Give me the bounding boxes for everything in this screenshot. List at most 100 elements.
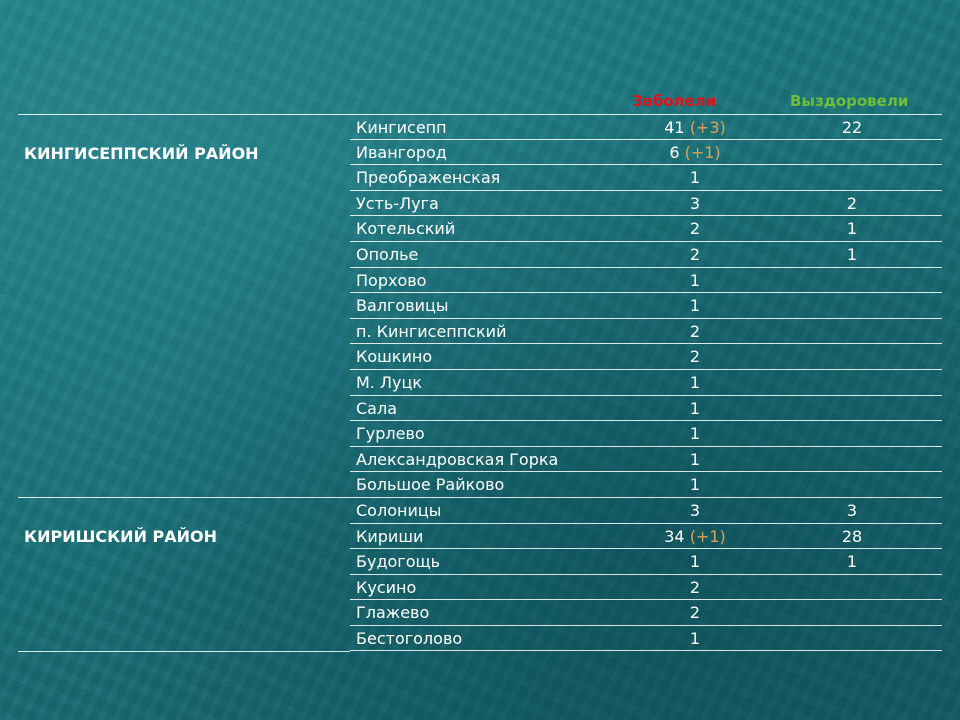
sick-count-cell: 2 xyxy=(650,219,740,239)
sick-count: 34 xyxy=(664,526,685,546)
sick-count: 1 xyxy=(689,296,701,316)
table-row: Кошкино 2 xyxy=(350,344,942,370)
district-name: КИНГИСЕППСКИЙ РАЙОН xyxy=(24,144,259,163)
sick-count-cell: 1 xyxy=(650,399,740,419)
table-row: М. Луцк 1 xyxy=(350,370,942,396)
sick-count: 1 xyxy=(689,270,701,290)
district-kirishi: КИРИШСКИЙ РАЙОН xyxy=(18,497,350,652)
settlement-name: Солоницы xyxy=(356,500,442,520)
sick-count: 3 xyxy=(689,500,701,520)
sick-count: 41 xyxy=(664,118,685,137)
table-row: Кингисепп 41 (+3) 22 xyxy=(350,114,942,140)
sick-count-cell: 6 (+1) xyxy=(650,143,740,163)
sick-count: 2 xyxy=(689,347,701,367)
district-kingisepp: КИНГИСЕППСКИЙ РАЙОН xyxy=(18,114,350,498)
sick-delta: (+1) xyxy=(689,526,726,546)
sick-count: 1 xyxy=(689,372,701,392)
table-row: Глажево 2 xyxy=(350,600,942,626)
table-row: Большое Райково 1 xyxy=(350,472,942,498)
recovered-count: 3 xyxy=(846,500,858,520)
settlement-name: Ополье xyxy=(356,244,419,264)
sick-count-cell: 3 xyxy=(650,501,740,521)
sick-count-cell: 2 xyxy=(650,578,740,598)
table-row: Гурлево 1 xyxy=(350,421,942,447)
sick-count-cell: 1 xyxy=(650,271,740,291)
settlement-name: Кириши xyxy=(356,526,424,546)
settlement-name: Кошкино xyxy=(356,347,433,367)
sick-count-cell: 34 (+1) xyxy=(650,527,740,547)
sick-count: 1 xyxy=(689,475,701,495)
settlement-name: Будогощь xyxy=(356,552,440,572)
table-row: Ивангород 6 (+1) xyxy=(350,140,942,166)
recovered-count: 1 xyxy=(846,219,858,239)
settlement-name: Кусино xyxy=(356,577,417,597)
sick-count: 1 xyxy=(689,628,701,648)
sick-count-cell: 1 xyxy=(650,552,740,572)
settlement-name: Кингисепп xyxy=(356,118,447,137)
header-sick: Заболели xyxy=(632,92,717,110)
settlement-name: п. Кингисеппский xyxy=(356,321,507,341)
settlement-name: Усть-Луга xyxy=(356,193,439,213)
table-row: Котельский 2 1 xyxy=(350,216,942,242)
recovered-count: 1 xyxy=(846,244,858,264)
settlement-name: Сала xyxy=(356,398,398,418)
sick-count: 1 xyxy=(689,449,701,469)
table-row: Валговицы 1 xyxy=(350,293,942,319)
settlement-name: Преображенская xyxy=(356,168,501,188)
table-row: Солоницы 3 3 xyxy=(350,498,942,524)
table-row: Кириши 34 (+1) 28 xyxy=(350,524,942,550)
table-row: Бестоголово 1 xyxy=(350,626,942,652)
settlement-name: Большое Райково xyxy=(356,475,505,495)
settlement-name: М. Луцк xyxy=(356,372,423,392)
table-row: п. Кингисеппский 2 xyxy=(350,319,942,345)
settlement-name: Ивангород xyxy=(356,142,447,162)
settlement-name: Бестоголово xyxy=(356,628,463,648)
sick-count-cell: 2 xyxy=(650,322,740,342)
sick-count-cell: 1 xyxy=(650,373,740,393)
sick-delta: (+1) xyxy=(684,142,721,162)
sick-count: 1 xyxy=(689,552,701,572)
sick-count: 2 xyxy=(689,244,701,264)
table-row: Будогощь 1 1 xyxy=(350,549,942,575)
recovered-count: 2 xyxy=(846,193,858,213)
sick-count-cell: 1 xyxy=(650,629,740,649)
table-row: Усть-Луга 3 2 xyxy=(350,191,942,217)
settlement-name: Порхово xyxy=(356,270,427,290)
table-row: Ополье 2 1 xyxy=(350,242,942,268)
recovered-count: 1 xyxy=(846,552,858,572)
sick-delta: (+3) xyxy=(689,118,726,137)
table-row: Кусино 2 xyxy=(350,575,942,601)
settlements-table: Кингисепп 41 (+3) 22 Ивангород 6 (+1) Преобра… xyxy=(350,114,942,652)
sick-count-cell: 1 xyxy=(650,475,740,495)
sick-count: 1 xyxy=(689,168,701,188)
recovered-count: 22 xyxy=(841,118,863,137)
settlement-name: Гурлево xyxy=(356,424,425,444)
sick-count: 1 xyxy=(689,424,701,444)
settlement-name: Котельский xyxy=(356,219,456,239)
sick-count: 1 xyxy=(689,398,701,418)
table-row: Преображенская 1 xyxy=(350,165,942,191)
settlement-name: Глажево xyxy=(356,603,430,623)
sick-count: 6 xyxy=(669,142,680,162)
settlement-name: Валговицы xyxy=(356,296,449,316)
header-recovered: Выздоровели xyxy=(790,92,909,110)
table-row: Сала 1 xyxy=(350,396,942,422)
sick-count-cell: 2 xyxy=(650,245,740,265)
sick-count-cell: 1 xyxy=(650,424,740,444)
sick-count-cell: 3 xyxy=(650,194,740,214)
table-row: Порхово 1 xyxy=(350,268,942,294)
settlement-name: Александровская Горка xyxy=(356,449,559,469)
sick-count-cell: 1 xyxy=(650,450,740,470)
sick-count-cell: 2 xyxy=(650,347,740,367)
sick-count: 3 xyxy=(689,193,701,213)
sick-count-cell: 2 xyxy=(650,603,740,623)
sick-count-cell: 41 (+3) xyxy=(650,118,740,138)
sick-count-cell: 1 xyxy=(650,296,740,316)
district-name: КИРИШСКИЙ РАЙОН xyxy=(24,527,218,546)
table-row: Александровская Горка 1 xyxy=(350,447,942,473)
sick-count-cell: 1 xyxy=(650,168,740,188)
sick-count: 2 xyxy=(689,603,701,623)
sick-count: 2 xyxy=(689,321,701,341)
sick-count: 2 xyxy=(689,577,701,597)
recovered-count: 28 xyxy=(841,526,863,546)
